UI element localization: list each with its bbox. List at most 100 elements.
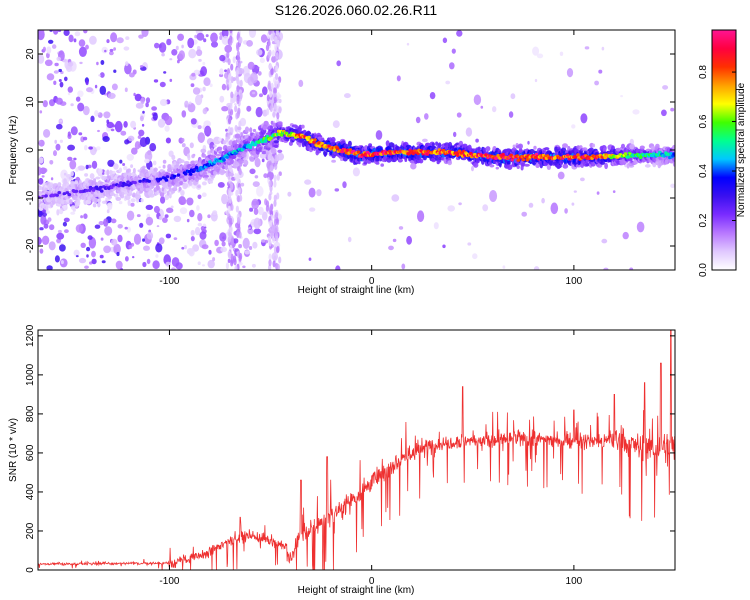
heatmap-speckle	[158, 215, 163, 221]
heatmap-speckle	[145, 216, 154, 226]
heatmap-ridge-halo	[57, 203, 62, 207]
heatmap-speckle	[601, 238, 608, 244]
heatmap-speckle	[445, 80, 451, 85]
heatmap-speckle	[238, 244, 243, 249]
colorbar-label: Normalized spectral amplitude	[736, 82, 747, 217]
heatmap-ridge-halo	[179, 181, 184, 186]
heatmap-speckle	[90, 115, 95, 123]
heatmap-speckle	[190, 118, 197, 125]
heatmap-ridge-halo	[347, 140, 352, 147]
heatmap-ridge-halo	[524, 163, 530, 167]
heatmap-ridge-halo	[115, 196, 122, 201]
heatmap-speckle	[53, 30, 59, 35]
heatmap-speckle	[49, 224, 55, 231]
heatmap-speckle	[248, 246, 253, 250]
x-tick-label: 100	[566, 576, 583, 587]
heatmap-ridge-halo	[363, 161, 368, 165]
heatmap-speckle	[143, 245, 150, 251]
heatmap-speckle	[46, 46, 52, 54]
heatmap-speckle	[133, 92, 136, 97]
heatmap-speckle	[100, 237, 104, 241]
heatmap-speckle	[166, 207, 174, 214]
heatmap-speckle	[124, 226, 128, 230]
heatmap-speckle	[139, 115, 144, 122]
heatmap-streak	[227, 126, 231, 134]
heatmap-streak	[228, 73, 232, 80]
heatmap-streak	[266, 94, 270, 102]
heatmap-speckle	[287, 191, 292, 197]
heatmap-speckle	[571, 202, 575, 206]
heatmap-speckle	[629, 267, 634, 270]
heatmap-speckle	[67, 156, 73, 161]
heatmap-ridge-halo	[331, 159, 336, 163]
heatmap-streak	[274, 218, 278, 226]
heatmap-speckle	[53, 80, 57, 86]
heatmap-speckle	[202, 107, 208, 115]
heatmap-speckle	[99, 85, 107, 95]
heatmap-ridge-halo	[45, 206, 49, 212]
heatmap-speckle	[77, 90, 84, 98]
heatmap-speckle	[209, 83, 213, 88]
heatmap-ridge-core	[351, 149, 356, 153]
heatmap-speckle	[603, 267, 609, 270]
heatmap-ridge-halo	[118, 167, 123, 173]
colorbar: 0.0 0.2 0.4 0.6 0.8 Normalized spectral ampl…	[698, 29, 747, 277]
heatmap-speckle	[662, 85, 669, 90]
heatmap-ridge-halo	[228, 172, 235, 177]
heatmap-speckle	[670, 107, 675, 112]
heatmap-speckle	[392, 238, 397, 243]
heatmap-speckle	[117, 234, 123, 243]
heatmap-speckle	[83, 30, 88, 34]
heatmap-speckle	[54, 139, 57, 144]
heatmap-ridge-halo	[218, 164, 223, 168]
heatmap-speckle	[136, 214, 141, 218]
heatmap-speckle	[118, 201, 123, 205]
heatmap-speckle	[442, 37, 448, 44]
heatmap-speckle	[559, 51, 564, 56]
heatmap-ridge-core	[348, 148, 353, 152]
heatmap-speckle	[73, 157, 77, 161]
heatmap-speckle	[159, 99, 168, 106]
heatmap-speckle	[120, 130, 127, 136]
heatmap-ridge-halo	[166, 190, 170, 196]
heatmap-speckle	[429, 92, 436, 100]
heatmap-speckle	[170, 205, 174, 209]
heatmap-speckle	[252, 241, 258, 249]
heatmap-speckle	[197, 222, 203, 227]
heatmap-streak	[276, 192, 280, 200]
heatmap-speckle	[50, 177, 54, 181]
heatmap-streak	[235, 205, 239, 213]
heatmap-streak	[274, 163, 278, 170]
heatmap-ridge-halo	[129, 190, 133, 195]
heatmap-speckle	[111, 238, 118, 246]
heatmap-ridge-core	[55, 193, 59, 197]
heatmap-speckle	[64, 229, 69, 234]
heatmap-speckle	[308, 187, 316, 198]
heatmap-speckle	[75, 224, 84, 233]
heatmap-ridge-halo	[240, 132, 244, 137]
heatmap-ridge-halo	[70, 171, 74, 177]
heatmap-ridge-halo	[430, 145, 437, 149]
heatmap-ridge-halo	[93, 178, 97, 182]
heatmap-speckle	[155, 243, 163, 253]
heatmap-speckle	[253, 228, 262, 235]
heatmap-speckle	[533, 266, 540, 270]
heatmap-speckle	[69, 159, 77, 170]
heatmap-speckle	[42, 100, 48, 108]
heatmap-speckle	[254, 175, 259, 179]
y-tick-label: -10	[25, 190, 36, 205]
heatmap-speckle	[248, 226, 251, 230]
heatmap-ridge-halo	[393, 157, 397, 162]
heatmap-streak	[239, 194, 243, 202]
heatmap-speckle	[63, 217, 70, 223]
heatmap-speckle	[102, 136, 110, 142]
heatmap-speckle	[135, 102, 144, 109]
heatmap-speckle	[564, 208, 568, 214]
heatmap-streak	[228, 187, 232, 195]
heatmap-ridge-core	[188, 172, 193, 176]
heatmap-speckle	[146, 258, 151, 265]
heatmap-speckle	[39, 248, 44, 254]
heatmap-speckle	[211, 41, 218, 48]
heatmap-speckle	[62, 221, 67, 227]
heatmap-speckle	[199, 231, 207, 240]
